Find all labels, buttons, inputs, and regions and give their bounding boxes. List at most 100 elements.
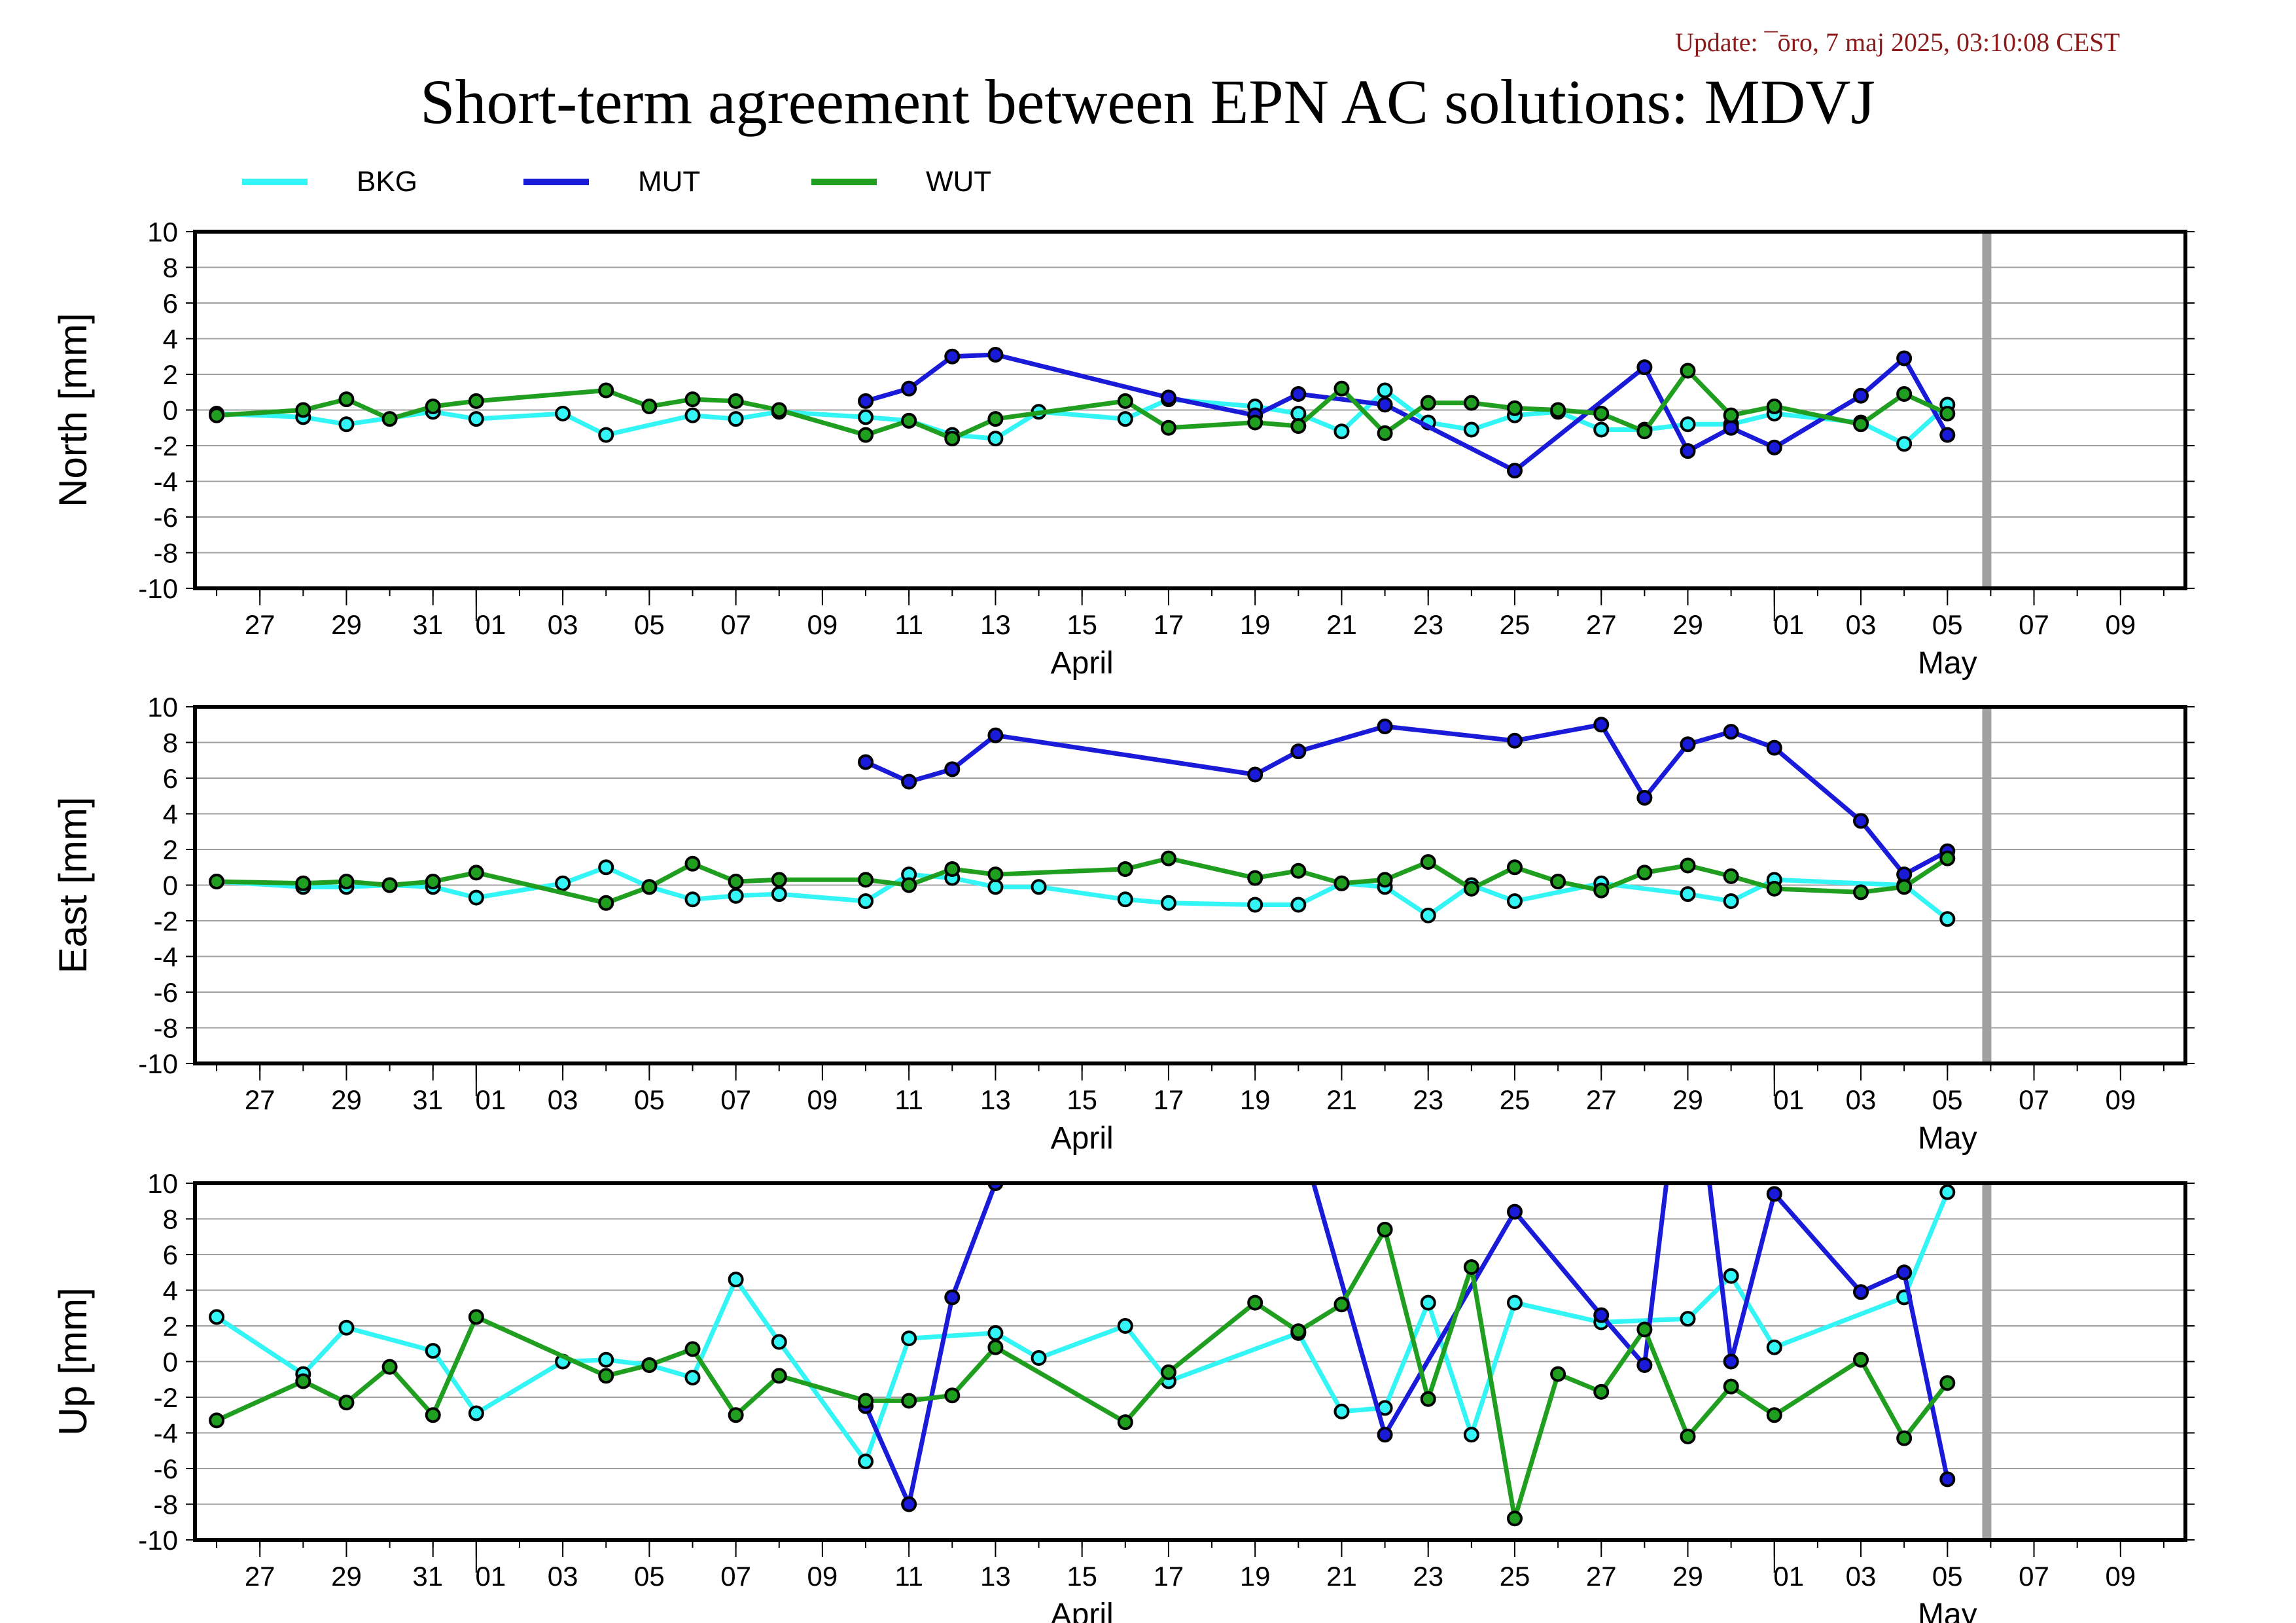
y-tick-label: 0 (163, 870, 178, 901)
point-wut (1420, 1391, 1436, 1407)
point-wut (425, 874, 441, 890)
point-wut (728, 1407, 744, 1423)
y-axis-label: East [mm] (51, 796, 95, 973)
point-mut (944, 761, 961, 777)
point-wut (901, 1393, 917, 1409)
point-wut (1160, 419, 1176, 436)
x-tick-label: 25 (1500, 1084, 1530, 1115)
point-wut (1290, 418, 1307, 435)
x-tick-label: 21 (1326, 609, 1357, 640)
point-wut (1377, 872, 1393, 888)
point-wut (1506, 400, 1523, 416)
month-label: May (1918, 646, 1977, 681)
point-bkg (555, 405, 571, 421)
point-wut (684, 855, 701, 872)
point-wut (771, 402, 787, 418)
point-bkg (858, 1454, 874, 1470)
y-tick-label: -8 (154, 1489, 178, 1520)
point-bkg (1506, 1294, 1523, 1311)
x-tick-label: 17 (1154, 1561, 1184, 1592)
point-bkg (598, 427, 614, 443)
x-tick-label: 07 (720, 609, 751, 640)
y-tick-label: -10 (138, 1048, 178, 1079)
point-wut (381, 411, 398, 427)
point-mut (901, 774, 917, 790)
point-bkg (1680, 416, 1696, 433)
x-tick-label: 27 (245, 609, 275, 640)
series-line-wut (215, 1227, 1950, 1521)
point-mut (1723, 724, 1739, 740)
point-wut (1247, 414, 1263, 431)
point-bkg (468, 411, 484, 427)
point-mut (1680, 443, 1696, 459)
point-mut (1506, 732, 1523, 749)
x-tick-label: 03 (1846, 1561, 1877, 1592)
point-wut (641, 879, 658, 895)
point-wut (641, 1357, 658, 1373)
panel-north: 10 8 6 4 2 0 -2 -4 -6 -8 -10 27 29 31 01 03 05 07 09 11 13 15… (51, 217, 2195, 681)
point-mut (987, 347, 1004, 363)
point-wut (858, 872, 874, 888)
point-bkg (901, 1330, 917, 1347)
point-bkg (684, 891, 701, 908)
point-mut (858, 754, 874, 770)
point-bkg (468, 1405, 484, 1421)
point-wut (468, 393, 484, 409)
point-bkg (1290, 405, 1307, 421)
point-bkg (1117, 891, 1133, 908)
point-wut (1463, 1259, 1479, 1275)
point-wut (944, 861, 961, 877)
y-tick-label: 8 (163, 728, 178, 758)
today-marker (1982, 232, 1992, 588)
point-wut (1593, 405, 1610, 421)
point-bkg (858, 409, 874, 425)
point-bkg (1420, 907, 1436, 923)
point-wut (987, 866, 1004, 883)
point-wut (1896, 879, 1913, 895)
x-tick-label: 15 (1067, 609, 1097, 640)
x-tick-label: 05 (1932, 609, 1963, 640)
y-tick-label: 8 (163, 253, 178, 283)
point-wut (338, 391, 355, 408)
month-label: April (1051, 646, 1114, 681)
point-mut (1506, 463, 1523, 479)
point-wut (295, 875, 311, 891)
y-tick-label: -2 (154, 1382, 178, 1413)
x-tick-label: 09 (2105, 1084, 2136, 1115)
point-bkg (1160, 895, 1176, 911)
point-wut (1723, 868, 1739, 884)
point-mut (1680, 736, 1696, 753)
x-tick-label: 23 (1413, 1084, 1443, 1115)
x-tick-label: 15 (1067, 1561, 1097, 1592)
point-wut (1636, 865, 1653, 881)
point-bkg (1117, 1318, 1133, 1334)
x-tick-label: 09 (807, 1084, 838, 1115)
y-tick-label: 6 (163, 288, 178, 319)
y-tick-label: -8 (154, 538, 178, 569)
x-tick-label: 05 (634, 1084, 665, 1115)
x-tick-label: 07 (2019, 609, 2049, 640)
x-tick-label: 11 (894, 609, 923, 640)
point-mut (1160, 389, 1176, 406)
x-tick-label: 09 (807, 1561, 838, 1592)
point-mut (1896, 866, 1913, 883)
today-marker (1982, 1183, 1992, 1540)
point-bkg (1680, 1311, 1696, 1327)
point-mut (1896, 1264, 1913, 1281)
point-wut (468, 865, 484, 881)
point-mut (944, 348, 961, 365)
month-label: May (1918, 1121, 1977, 1156)
y-tick-label: 10 (147, 217, 178, 247)
legend-label: MUT (638, 166, 700, 198)
point-bkg (425, 1343, 441, 1359)
x-tick-label: 31 (412, 1084, 443, 1115)
point-wut (684, 1341, 701, 1357)
point-wut (1853, 416, 1869, 433)
series-layer (209, 717, 1956, 927)
y-tick-label: -2 (154, 431, 178, 461)
point-mut (1853, 813, 1869, 829)
point-wut (901, 412, 917, 429)
point-wut (425, 1407, 441, 1423)
point-wut (728, 874, 744, 890)
y-tick-label: 6 (163, 763, 178, 794)
